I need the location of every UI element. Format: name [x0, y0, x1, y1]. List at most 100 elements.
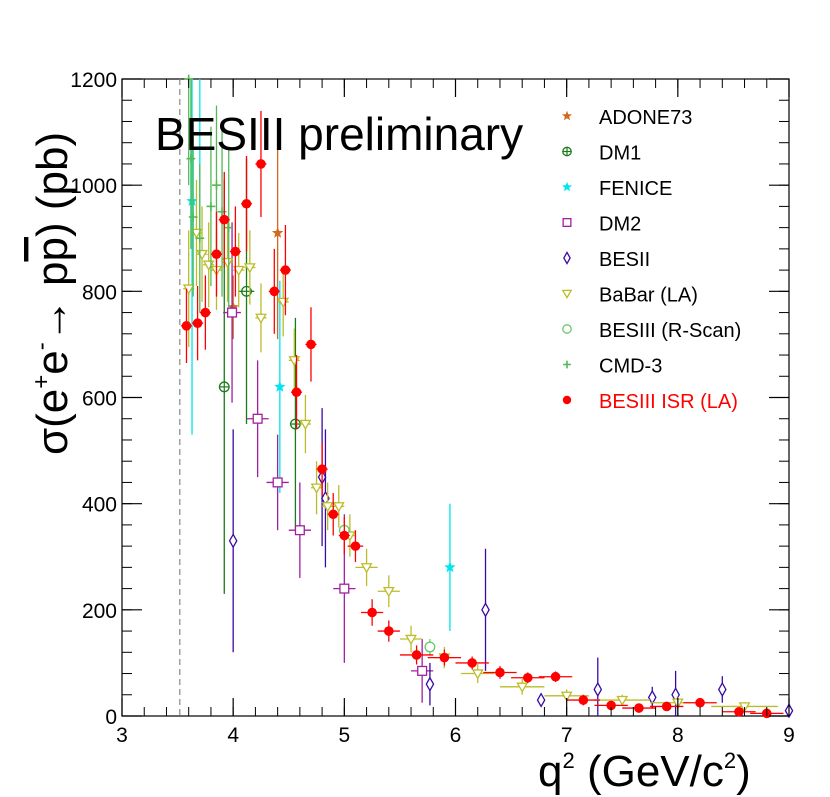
marker: [280, 265, 291, 275]
y-tick-label: 600: [82, 388, 117, 411]
marker: [321, 502, 334, 513]
marker: [425, 676, 435, 692]
data-point: [683, 697, 717, 708]
legend-label: DM1: [599, 143, 641, 165]
x-axis-label: q2 (GeV/c2): [538, 747, 751, 796]
marker: [181, 321, 192, 331]
data-point: [268, 248, 280, 334]
data-point: [536, 692, 546, 708]
data-point: [274, 280, 286, 494]
data-point: [299, 394, 312, 454]
marker: [481, 602, 490, 618]
data-point: [227, 275, 239, 340]
legend-label: ADONE73: [599, 107, 692, 129]
series-dm2: [223, 222, 434, 703]
y-tick-label: 400: [82, 494, 117, 517]
data-points: [180, 74, 794, 719]
data-point: [288, 328, 301, 393]
data-point: [399, 645, 434, 665]
data-point: [246, 360, 269, 478]
data-point: [229, 206, 241, 297]
legend-item: CMD-3: [563, 356, 662, 378]
data-point: [186, 79, 196, 249]
data-point: [594, 694, 651, 707]
series-fenice: [186, 79, 456, 632]
data-point: [425, 662, 435, 706]
marker: [471, 669, 484, 680]
data-point: [377, 575, 400, 608]
x-tick-label: 6: [450, 724, 462, 747]
series-besii: [228, 408, 794, 719]
marker: [717, 681, 727, 698]
data-point: [481, 548, 490, 671]
marker: [562, 181, 572, 192]
legend-label: DM2: [599, 214, 641, 236]
marker: [661, 701, 672, 712]
legend-item: BaBar (LA): [561, 285, 698, 307]
x-tick-label: 8: [672, 724, 684, 747]
y-label-plus: +: [28, 375, 55, 389]
data-point: [180, 288, 193, 363]
legend-label: FENICE: [599, 178, 672, 200]
data-point: [593, 657, 603, 716]
marker: [317, 464, 327, 474]
data-point: [499, 678, 545, 695]
data-point: [622, 703, 656, 713]
data-point: [538, 671, 573, 683]
data-point: [271, 126, 284, 340]
marker: [367, 607, 377, 618]
data-point: [399, 625, 423, 653]
x-label-unit: (GeV/c: [575, 747, 724, 796]
marker: [424, 641, 436, 653]
marker: [219, 214, 230, 225]
legend-label: BESII: [599, 249, 650, 271]
marker: [228, 533, 238, 549]
marker: [444, 561, 456, 573]
data-point: [455, 656, 489, 670]
x-label-main: q: [538, 747, 562, 796]
y-tick-label: 1200: [70, 69, 117, 92]
marker: [350, 541, 361, 551]
data-point: [255, 110, 267, 218]
data-point: [444, 503, 456, 632]
data-point: [255, 283, 267, 353]
data-point: [290, 355, 303, 430]
x-label-unit-sup: 2: [724, 748, 736, 773]
marker: [192, 318, 203, 328]
marker: [299, 419, 312, 431]
x-tick-label: 5: [338, 724, 350, 747]
marker: [272, 477, 283, 488]
marker: [310, 483, 323, 494]
marker: [563, 251, 571, 265]
series-adone73: [227, 126, 284, 340]
x-tick-label: 4: [227, 724, 239, 747]
marker: [562, 395, 572, 405]
legend-item: DM2: [562, 214, 641, 236]
marker: [647, 689, 657, 706]
legend-item: BESIII (R-Scan): [562, 320, 741, 342]
data-point: [347, 530, 364, 563]
data-point: [195, 163, 205, 313]
data-point: [338, 516, 350, 555]
marker: [562, 217, 572, 227]
data-point: [321, 482, 334, 531]
series-cmd-3: [184, 74, 234, 313]
marker: [291, 387, 302, 397]
marker: [578, 695, 589, 705]
marker: [243, 263, 256, 274]
data-point: [483, 666, 517, 679]
y-label-unit: ) (pb): [28, 132, 77, 237]
data-point: [266, 434, 289, 531]
data-point: [377, 620, 400, 642]
data-point: [206, 126, 216, 287]
data-point: [427, 649, 462, 666]
data-point: [279, 224, 291, 316]
data-point: [199, 275, 211, 350]
y-tick-label: 800: [82, 281, 117, 304]
y-axis-label: σ(e+e-→ pp) (pb): [28, 132, 77, 455]
marker: [211, 249, 222, 259]
marker: [227, 301, 239, 313]
legend-item: FENICE: [562, 178, 672, 200]
data-point: [355, 548, 378, 586]
marker: [522, 672, 533, 683]
